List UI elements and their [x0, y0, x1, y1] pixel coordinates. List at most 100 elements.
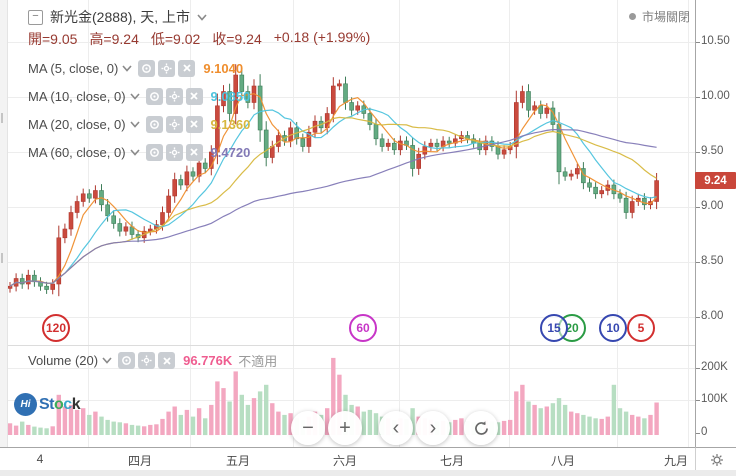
candle-body [196, 162, 202, 177]
volume-bar [325, 408, 330, 435]
chevron-down-icon [129, 148, 140, 156]
indicator-label[interactable]: Volume (20) [28, 353, 112, 368]
volume-bar [495, 422, 501, 435]
settings-icon[interactable] [138, 352, 156, 369]
candle-body [422, 146, 428, 155]
indicator-controls [118, 352, 176, 369]
candle-body [257, 85, 263, 131]
visibility-icon[interactable] [145, 87, 163, 105]
pane-resize-handle[interactable] [1, 253, 7, 263]
histock-wordmark: Stock [39, 396, 81, 414]
gear-icon [710, 453, 723, 466]
lookback-marker-120[interactable]: 120 [42, 314, 70, 342]
volume-bar [599, 418, 604, 435]
close-icon[interactable] [178, 59, 196, 77]
candle-body [117, 223, 123, 232]
ohlc-high: 高=9.24 [89, 31, 139, 47]
collapse-legend-icon[interactable]: − [28, 9, 43, 25]
horizontal-scrollbar[interactable] [0, 470, 736, 476]
candle-body [32, 274, 37, 283]
close-icon[interactable] [185, 87, 203, 105]
close-icon[interactable] [185, 115, 203, 133]
volume-bar [38, 427, 43, 435]
chevron-down-icon [102, 357, 112, 364]
visibility-icon[interactable] [145, 115, 163, 133]
lookback-marker-5[interactable]: 5 [627, 314, 655, 342]
gridline-vertical [293, 0, 294, 447]
candle-body [239, 74, 245, 92]
gridline-vertical [617, 0, 618, 447]
candle-body [300, 138, 306, 147]
lookback-marker-60[interactable]: 60 [349, 314, 377, 342]
chevron-down-icon [129, 92, 140, 100]
settings-icon[interactable] [165, 115, 183, 133]
volume-bar [617, 408, 623, 435]
volume-bar [514, 391, 519, 435]
pane-resize-handle[interactable] [1, 113, 7, 123]
close-icon[interactable] [185, 143, 203, 161]
indicator-label[interactable]: MA (60, close, 0) [28, 145, 140, 160]
gridline-vertical [190, 0, 191, 447]
scroll-left-button[interactable]: ‹ [379, 411, 413, 445]
candle-body [190, 171, 196, 177]
symbol-title[interactable]: 新光金(2888), 天, 上市 [50, 9, 191, 25]
price-axis[interactable]: 10.50 10.00 9.50 9.00 8.50 8.00 200K 100K 0 [695, 0, 736, 447]
indicator-label[interactable]: MA (20, close, 0) [28, 117, 140, 132]
ohlc-change: +0.18 (+1.99%) [273, 29, 371, 45]
zoom-out-button[interactable]: − [291, 411, 325, 445]
axis-settings-button[interactable] [695, 447, 736, 471]
candle-body [520, 91, 525, 103]
volume-bar [562, 404, 568, 436]
gridline-vertical [399, 0, 400, 447]
candle-body [160, 212, 165, 225]
candle-body [123, 226, 129, 232]
volume-bar [215, 381, 220, 435]
lookback-marker-15[interactable]: 15 [540, 314, 568, 342]
volume-axis-label: 200K [701, 361, 728, 373]
reset-view-button[interactable] [464, 411, 498, 445]
indicator-title: MA (10, close, 0) [28, 88, 126, 104]
volume-indicator-row: Volume (20) 96.776K 不適用 [28, 351, 277, 370]
candle-body [623, 197, 629, 213]
pane-divider[interactable] [0, 345, 695, 346]
zoom-in-button[interactable]: + [328, 411, 362, 445]
candle-body [245, 91, 251, 103]
settings-icon[interactable] [158, 59, 176, 77]
volume-bar [282, 414, 287, 435]
candle-body [172, 179, 177, 197]
candle-body [227, 91, 232, 114]
settings-icon[interactable] [165, 143, 183, 161]
volume-bar [68, 404, 74, 436]
time-axis[interactable]: 4 四月 五月 六月 七月 八月 九月 [0, 447, 736, 471]
visibility-icon[interactable] [145, 143, 163, 161]
indicator-label[interactable]: MA (10, close, 0) [28, 89, 140, 104]
candle-body [617, 193, 623, 199]
close-icon[interactable] [158, 352, 176, 369]
candle-body [148, 228, 153, 232]
volume-bar [373, 413, 379, 435]
candle-body [379, 138, 385, 147]
axis-tick [696, 207, 700, 208]
volume-bar [587, 416, 592, 435]
volume-bar [245, 404, 251, 436]
candle-body [87, 193, 92, 199]
settings-icon[interactable] [165, 87, 183, 105]
volume-bar [453, 419, 458, 435]
axis-tick [696, 97, 700, 98]
scroll-right-button[interactable]: › [416, 411, 450, 445]
gridline-horizontal [8, 207, 695, 208]
visibility-icon[interactable] [138, 59, 156, 77]
time-axis-label: 九月 [663, 454, 689, 468]
volume-bar [623, 411, 629, 436]
visibility-icon[interactable] [118, 352, 136, 369]
indicator-label[interactable]: MA (5, close, 0) [28, 61, 132, 76]
candle-body [452, 138, 458, 144]
candle-body [544, 107, 550, 114]
price-axis-label: 8.00 [701, 310, 724, 322]
volume-bar [26, 424, 31, 435]
lookback-marker-10[interactable]: 10 [599, 314, 627, 342]
ma-line-60 [9, 129, 657, 287]
axis-tick [696, 368, 700, 369]
